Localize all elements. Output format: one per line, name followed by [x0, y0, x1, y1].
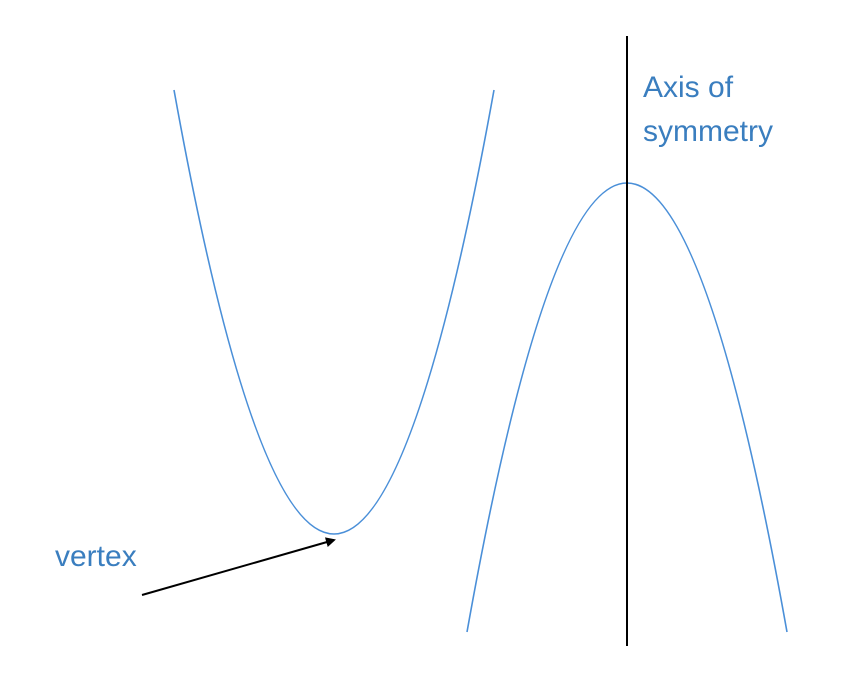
vertex-label: vertex: [55, 540, 137, 573]
axis-of-symmetry-label: Axis of symmetry: [643, 68, 773, 156]
vertex-arrow: [141, 537, 336, 596]
axis-label-line-2: symmetry: [643, 115, 773, 148]
axis-label-line-1: Axis of: [643, 71, 734, 104]
upward-parabola: [173, 89, 495, 535]
